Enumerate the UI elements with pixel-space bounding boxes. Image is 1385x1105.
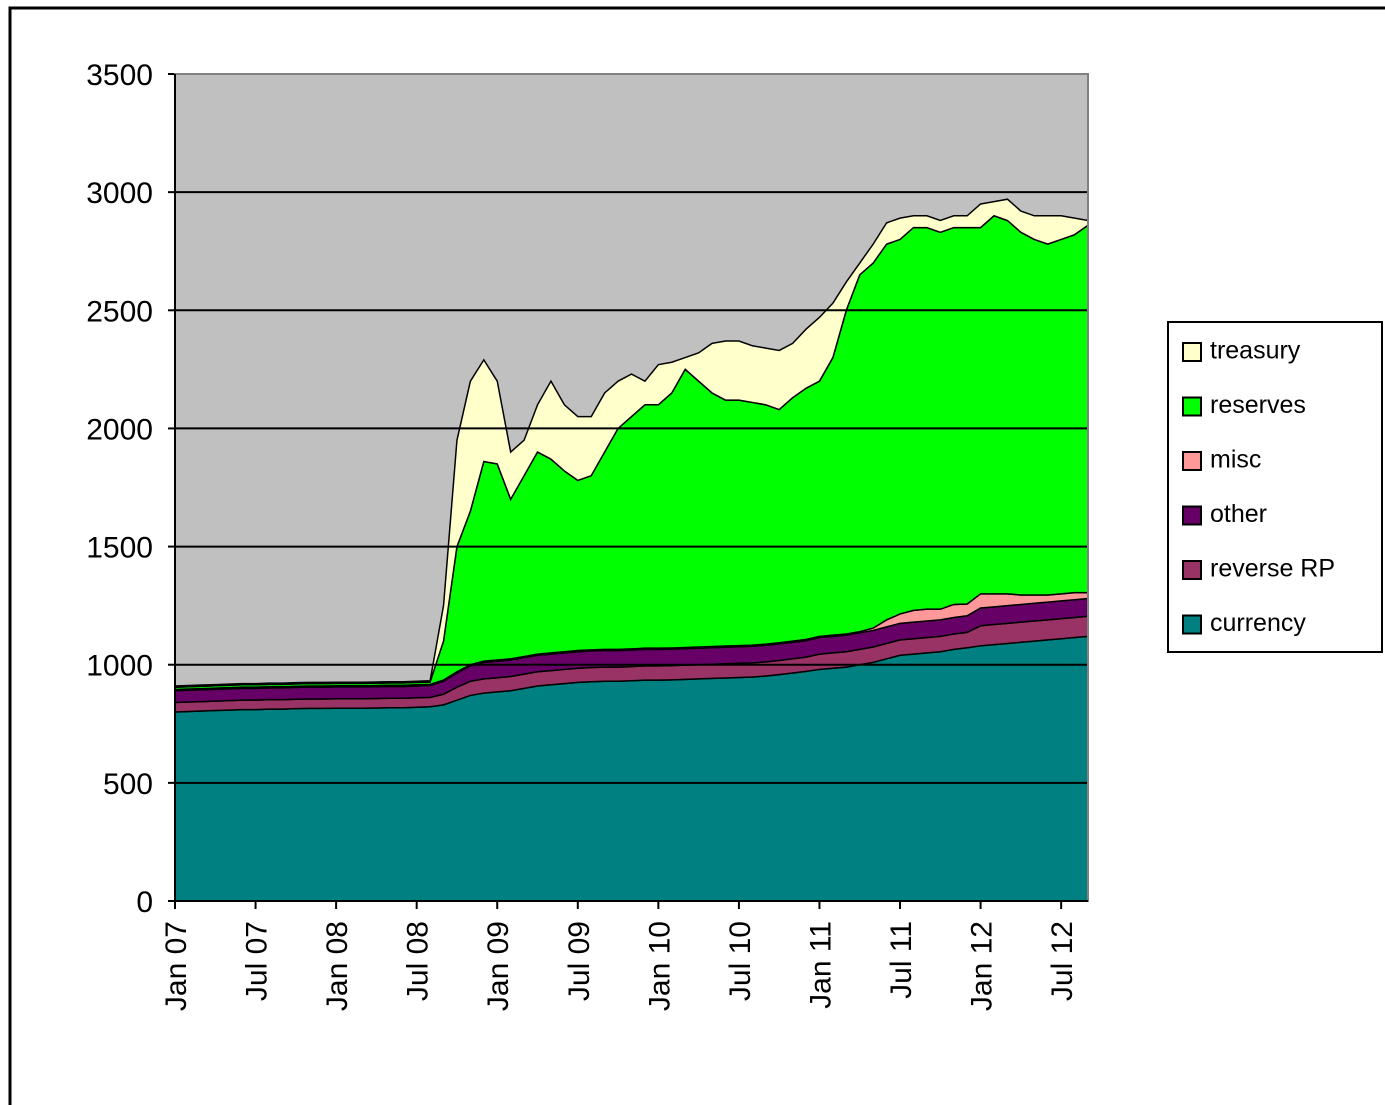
y-tick-label: 3500 — [86, 59, 153, 92]
x-tick-label: Jan 07 — [160, 921, 193, 1011]
x-tick-label: Jul 12 — [1046, 921, 1079, 1001]
legend-label: reserves — [1210, 391, 1306, 419]
x-tick-label: Jan 08 — [321, 921, 354, 1011]
legend-label: currency — [1210, 609, 1306, 637]
x-tick-label: Jan 12 — [966, 921, 999, 1011]
legend-swatch — [1182, 505, 1202, 526]
y-tick-label: 2500 — [86, 295, 153, 328]
x-tick-label: Jul 09 — [563, 921, 596, 1001]
x-tick-label: Jan 10 — [643, 921, 676, 1011]
legend-label: treasury — [1210, 337, 1301, 365]
y-tick-label: 0 — [136, 886, 153, 919]
y-tick-label: 2000 — [86, 413, 153, 446]
x-tick-label: Jul 11 — [885, 921, 918, 999]
legend-swatch — [1182, 396, 1202, 417]
legend-label: reverse RP — [1210, 555, 1335, 583]
x-tick-label: Jul 07 — [241, 921, 274, 1001]
legend-label: other — [1210, 500, 1267, 528]
y-tick-label: 3000 — [86, 177, 153, 210]
legend-swatch — [1182, 614, 1202, 635]
y-tick-label: 1000 — [86, 650, 153, 683]
x-tick-label: Jul 08 — [402, 921, 435, 1001]
x-tick-label: Jul 10 — [724, 921, 757, 1001]
legend-label: misc — [1210, 446, 1261, 474]
y-tick-label: 500 — [103, 768, 153, 801]
legend-swatch — [1182, 342, 1202, 362]
x-tick-label: Jan 09 — [482, 921, 515, 1011]
legend-swatch — [1182, 560, 1202, 580]
x-tick-label: Jan 11 — [804, 921, 837, 1009]
y-tick-label: 1500 — [86, 532, 153, 565]
legend-box — [1167, 321, 1383, 653]
legend-swatch — [1182, 451, 1202, 471]
